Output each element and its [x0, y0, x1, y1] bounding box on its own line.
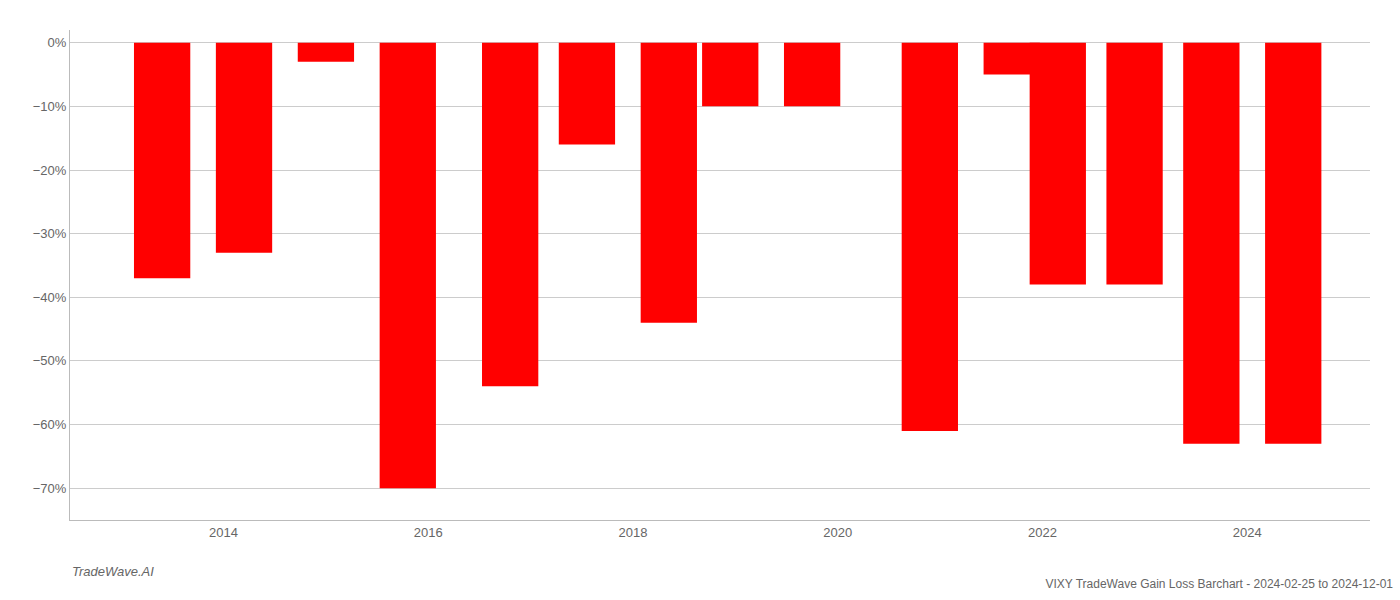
svg-text:2018: 2018 [619, 525, 648, 540]
svg-text:−70%: −70% [33, 481, 67, 496]
svg-text:−10%: −10% [33, 99, 67, 114]
svg-text:2014: 2014 [209, 525, 238, 540]
svg-text:−60%: −60% [33, 417, 67, 432]
svg-text:−40%: −40% [33, 290, 67, 305]
svg-text:2016: 2016 [414, 525, 443, 540]
svg-text:VIXY TradeWave Gain Loss Barch: VIXY TradeWave Gain Loss Barchart - 2024… [1045, 577, 1393, 591]
svg-text:2024: 2024 [1233, 525, 1262, 540]
svg-text:TradeWave.AI: TradeWave.AI [72, 564, 154, 579]
svg-text:−20%: −20% [33, 163, 67, 178]
svg-text:2022: 2022 [1028, 525, 1057, 540]
svg-text:0%: 0% [48, 35, 67, 50]
svg-text:2020: 2020 [823, 525, 852, 540]
svg-text:−50%: −50% [33, 353, 67, 368]
svg-text:−30%: −30% [33, 226, 67, 241]
